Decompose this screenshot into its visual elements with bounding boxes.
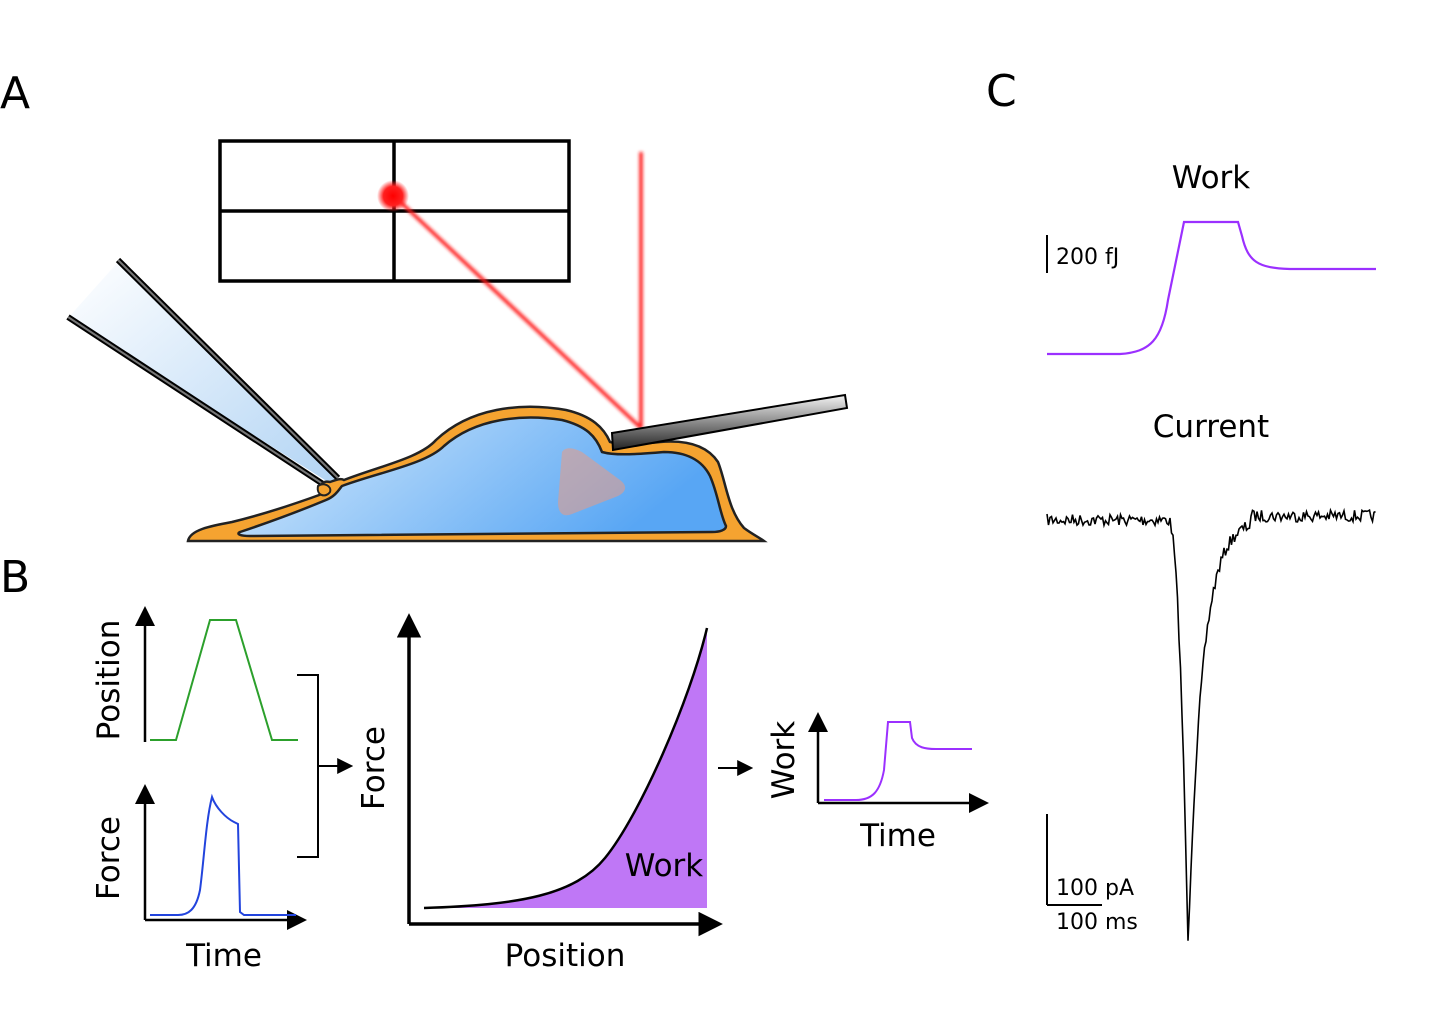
combine-bracket <box>297 674 319 858</box>
work-trace-small <box>824 721 972 801</box>
work-area <box>424 628 707 908</box>
panel-b: B Position Force Time Force Position Wor… <box>0 552 989 974</box>
force-plot-xlabel: Time <box>185 938 262 974</box>
panel-a: A <box>0 68 849 543</box>
position-plot-ylabel: Position <box>91 620 127 741</box>
laser-beams <box>392 152 643 430</box>
force-position-curve <box>423 627 709 910</box>
force-trace <box>150 793 296 916</box>
laser-spot <box>377 180 409 212</box>
work-area-label: Work <box>625 848 704 884</box>
work-plot-ylabel: Work <box>766 721 802 800</box>
panel-letter-a: A <box>0 68 30 119</box>
panel-c: C Work 200 fJ Current 100 pA 100 ms <box>986 66 1376 941</box>
force-position-xlabel: Position <box>505 938 626 974</box>
force-time-plot: Force Time <box>91 784 307 974</box>
patch-pipette <box>66 257 341 489</box>
position-time-plot: Position <box>91 606 298 742</box>
current-scale-x-label: 100 ms <box>1056 910 1138 935</box>
current-scale-y-label: 100 pA <box>1056 876 1134 901</box>
work-scale-label: 200 fJ <box>1056 245 1119 270</box>
work-trace-title: Work <box>1172 160 1251 196</box>
force-plot-ylabel: Force <box>91 816 127 900</box>
current-trace <box>1046 507 1376 941</box>
current-trace-title: Current <box>1153 409 1269 445</box>
force-position-ylabel: Force <box>356 726 392 810</box>
channel-triangle <box>558 448 626 516</box>
force-position-plot: Force Position Work <box>356 613 723 974</box>
work-time-plot: Work Time <box>766 712 989 854</box>
panel-letter-b: B <box>0 552 30 603</box>
afm-cantilever <box>610 393 849 452</box>
work-plot-xlabel: Time <box>859 818 936 854</box>
panel-letter-c: C <box>986 66 1017 117</box>
work-trace <box>1047 220 1376 356</box>
cell <box>186 405 768 543</box>
position-trace <box>150 619 298 741</box>
